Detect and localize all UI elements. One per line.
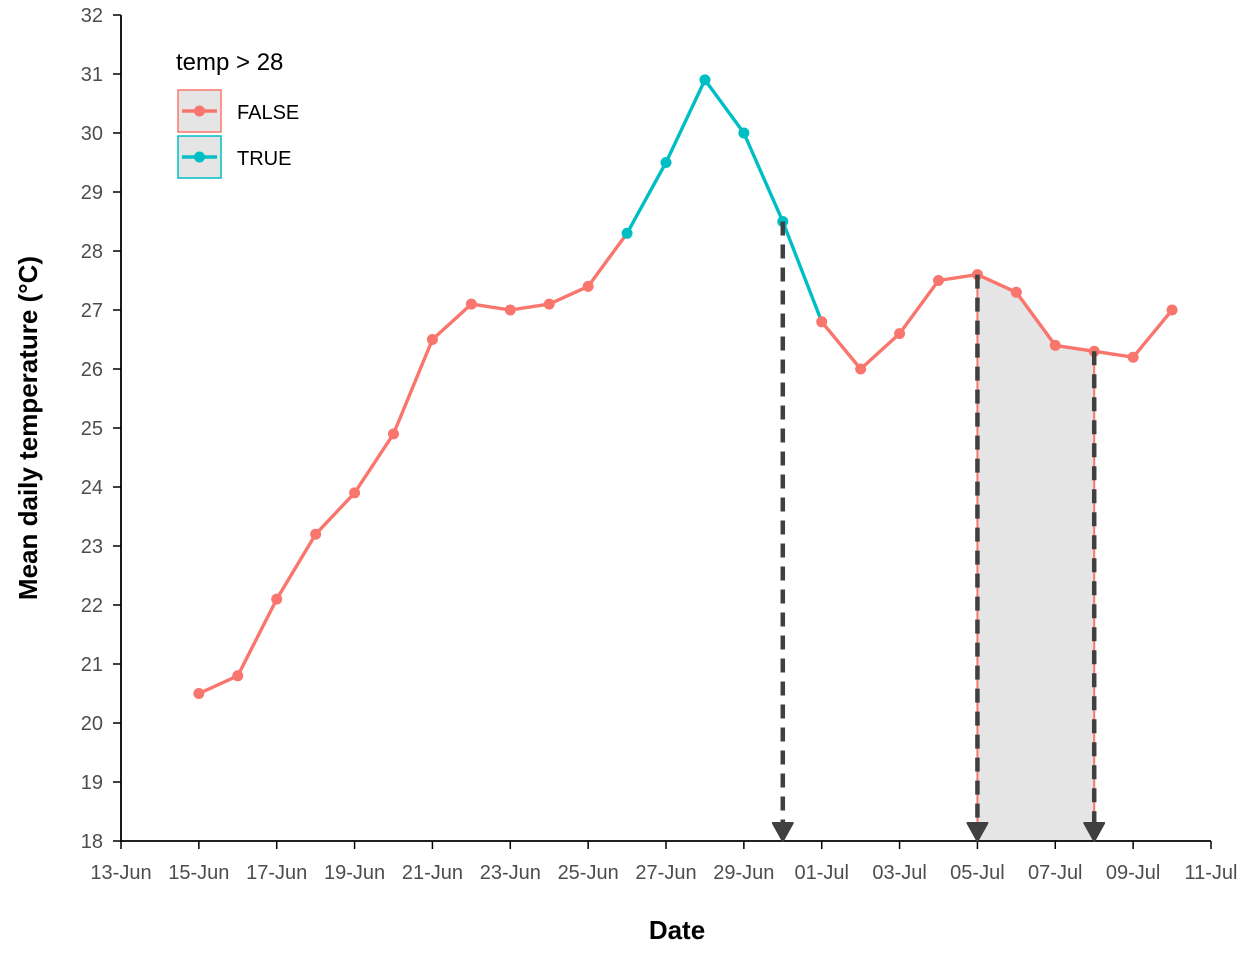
legend: temp > 28 FALSE TRUE <box>176 49 299 179</box>
data-point <box>232 670 244 682</box>
series-line-false <box>197 231 629 696</box>
x-tick-label: 09-Jul <box>1106 862 1160 884</box>
data-point <box>621 227 633 239</box>
y-tick-label: 27 <box>81 300 103 322</box>
data-point <box>816 316 828 328</box>
arrow-head <box>966 822 989 842</box>
y-tick-label: 19 <box>81 772 103 794</box>
y-tick-label: 32 <box>81 5 103 27</box>
data-point <box>933 275 944 286</box>
data-point <box>543 298 555 310</box>
x-tick-label: 25-Jun <box>558 862 619 884</box>
series-lines-layer <box>197 78 1174 696</box>
x-tick-label: 01-Jul <box>794 862 848 884</box>
arrow-head <box>1083 822 1106 842</box>
y-tick-label: 31 <box>81 64 103 86</box>
data-point <box>388 428 399 440</box>
x-tick-label: 17-Jun <box>246 862 307 884</box>
data-point <box>1049 339 1061 351</box>
legend-title: temp > 28 <box>176 49 283 76</box>
y-tick-label: 21 <box>81 654 103 676</box>
y-tick-label: 18 <box>81 831 103 853</box>
data-point <box>504 304 516 316</box>
y-tick-label: 26 <box>81 359 103 381</box>
shaded-area <box>977 274 1095 842</box>
data-point <box>738 127 750 139</box>
y-tick-label: 20 <box>81 713 103 735</box>
x-tick-label: 03-Jul <box>872 862 926 884</box>
series-line-true <box>625 78 824 324</box>
y-tick-label: 29 <box>81 182 103 204</box>
data-point <box>426 334 438 345</box>
data-point <box>1127 351 1139 363</box>
data-point <box>310 528 322 540</box>
y-tick-label: 25 <box>81 418 103 440</box>
x-tick-label: 27-Jun <box>635 862 696 884</box>
data-points-layer <box>193 74 1178 699</box>
arrow-head <box>771 822 794 842</box>
x-tick-label: 05-Jul <box>950 862 1004 884</box>
legend-key-point <box>194 105 205 117</box>
x-tick-label: 19-Jun <box>324 862 385 884</box>
y-axis-title: Mean daily temperature (°C) <box>13 256 43 600</box>
data-point <box>465 298 477 310</box>
x-tick-label: 21-Jun <box>402 862 463 884</box>
shaded-region-layer <box>976 274 1096 842</box>
x-tick-label: 13-Jun <box>90 862 151 884</box>
data-point <box>271 593 283 605</box>
data-point <box>699 74 711 86</box>
y-tick-label: 23 <box>81 536 103 558</box>
x-tick-label: 29-Jun <box>713 862 774 884</box>
y-tick-label: 30 <box>81 123 103 145</box>
data-point <box>660 157 672 168</box>
data-point <box>894 328 906 340</box>
axes-layer: 18 19 20 21 22 23 24 25 26 27 28 29 30 31 32 13-Jun 15-J… <box>81 5 1238 884</box>
arrow-annotations-layer <box>771 221 1106 842</box>
x-tick-label: 07-Jul <box>1028 862 1082 884</box>
data-point <box>1166 304 1178 316</box>
legend-label-true: TRUE <box>237 148 291 170</box>
data-point <box>582 280 594 292</box>
x-tick-label: 15-Jun <box>168 862 229 884</box>
y-tick-label: 22 <box>81 595 103 617</box>
data-point <box>1010 286 1022 298</box>
data-point <box>349 487 361 499</box>
data-point <box>855 363 867 375</box>
x-tick-label: 23-Jun <box>480 862 541 884</box>
legend-label-false: FALSE <box>237 102 299 124</box>
x-tick-label: 11-Jul <box>1185 862 1238 884</box>
legend-key-point <box>194 151 205 163</box>
y-tick-label: 28 <box>81 241 103 263</box>
data-point <box>193 688 205 699</box>
series-line-false <box>820 272 1174 371</box>
x-axis-title: Date <box>649 915 705 945</box>
y-tick-label: 24 <box>81 477 103 499</box>
